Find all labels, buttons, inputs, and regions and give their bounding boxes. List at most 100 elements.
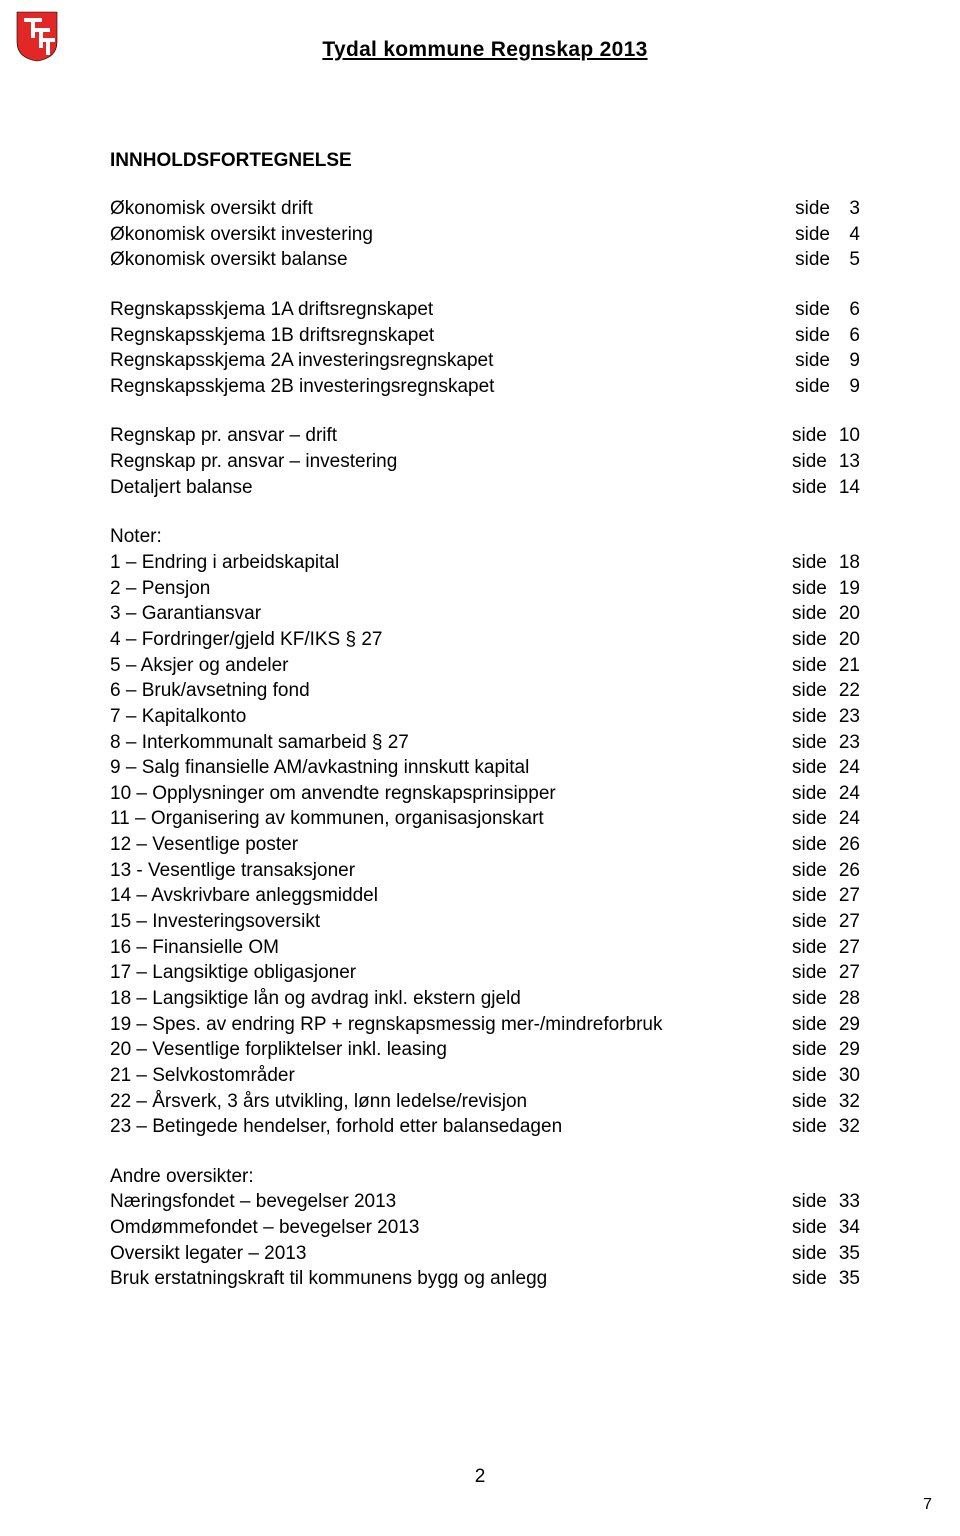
toc-row: 5 – Aksjer og andelerside21 [110,653,860,679]
toc-page-number: 35 [827,1266,860,1292]
toc-label: Økonomisk oversikt balanse [110,247,775,273]
toc-row: 10 – Opplysninger om anvendte regnskapsp… [110,781,860,807]
toc-row: 14 – Avskrivbare anleggsmiddelside27 [110,883,860,909]
toc-page-number: 6 [830,297,860,323]
toc-page-number: 26 [827,858,860,884]
toc-block: Økonomisk oversikt driftside3Økonomisk o… [110,196,860,273]
toc-side-word: side [792,1243,827,1264]
toc-side-word: side [792,1039,827,1060]
toc-side-wrap: side6 [775,323,860,349]
toc-side-word: side [792,783,827,804]
toc-side-word: side [792,732,827,753]
toc-row: 19 – Spes. av endring RP + regnskapsmess… [110,1012,860,1038]
toc-side-wrap: side29 [772,1012,860,1038]
toc-side-word: side [792,1091,827,1112]
toc-row: 13 - Vesentlige transaksjoner side26 [110,858,860,884]
toc-side-word: side [792,477,827,498]
toc-side-wrap: side5 [775,247,860,273]
toc-label: Økonomisk oversikt drift [110,196,775,222]
toc-row: 21 – Selvkostområder side30 [110,1063,860,1089]
toc-label: Næringsfondet – bevegelser 2013 [110,1189,772,1215]
toc-label: Regnskap pr. ansvar – investering [110,449,772,475]
toc-side-word: side [792,860,827,881]
toc-row: 6 – Bruk/avsetning fondside22 [110,678,860,704]
toc-label: 13 - Vesentlige transaksjoner [110,858,772,884]
toc-side-wrap: side4 [775,222,860,248]
toc-page-number: 29 [827,1037,860,1063]
toc-label: Regnskapsskjema 1B driftsregnskapet [110,323,775,349]
toc-label: 1 – Endring i arbeidskapital [110,550,772,576]
toc-side-word: side [792,911,827,932]
toc-group-heading: Andre oversikter: [110,1164,860,1190]
toc-side-word: side [795,376,830,397]
toc-side-wrap: side29 [772,1037,860,1063]
toc-side-wrap: side9 [775,374,860,400]
toc-row: Regnskap pr. ansvar – investering side13 [110,449,860,475]
toc-side-word: side [792,885,827,906]
toc-side-wrap: side6 [775,297,860,323]
toc-label: 18 – Langsiktige lån og avdrag inkl. eks… [110,986,772,1012]
toc-page-number: 30 [827,1063,860,1089]
toc-label: 21 – Selvkostområder [110,1063,772,1089]
toc-side-word: side [792,1065,827,1086]
toc-row: 7 – Kapitalkontoside23 [110,704,860,730]
toc-row: Bruk erstatningskraft til kommunens bygg… [110,1266,860,1292]
toc-row: Økonomisk oversikt investeringside4 [110,222,860,248]
toc-label: 5 – Aksjer og andeler [110,653,772,679]
toc-side-word: side [792,451,827,472]
toc-label: 8 – Interkommunalt samarbeid § 27 [110,730,772,756]
toc-row: Regnskapsskjema 1B driftsregnskapetside6 [110,323,860,349]
toc-label: 20 – Vesentlige forpliktelser inkl. leas… [110,1037,772,1063]
toc-row: 22 – Årsverk, 3 års utvikling, lønn lede… [110,1089,860,1115]
toc-label: Regnskapsskjema 1A driftsregnskapet [110,297,775,323]
toc-side-wrap: side19 [772,576,860,602]
toc-side-wrap: side28 [772,986,860,1012]
toc-label: 23 – Betingede hendelser, forhold etter … [110,1114,772,1140]
toc-label: 11 – Organisering av kommunen, organisas… [110,806,772,832]
toc-page-number: 35 [827,1241,860,1267]
toc-block: Andre oversikter:Næringsfondet – bevegel… [110,1164,860,1292]
toc-side-word: side [792,1116,827,1137]
toc-side-word: side [795,224,830,245]
toc-page-number: 9 [830,348,860,374]
toc-side-wrap: side27 [772,960,860,986]
toc-row: 12 – Vesentlige posterside26 [110,832,860,858]
toc-page-number: 6 [830,323,860,349]
header-title: Tydal kommune Regnskap 2013 [110,38,860,62]
toc-side-wrap: side18 [772,550,860,576]
toc-row: 8 – Interkommunalt samarbeid § 27side23 [110,730,860,756]
toc-side-wrap: side22 [772,678,860,704]
toc-side-word: side [792,655,827,676]
page-header: Tydal kommune Regnskap 2013 [110,38,860,98]
toc-page-number: 14 [827,475,860,501]
toc-row: Oversikt legater – 2013 side35 [110,1241,860,1267]
toc-label: 4 – Fordringer/gjeld KF/IKS § 27 [110,627,772,653]
toc-row: Økonomisk oversikt driftside3 [110,196,860,222]
toc-page-number: 23 [827,704,860,730]
toc-label: 3 – Garantiansvar [110,601,772,627]
toc-label: 6 – Bruk/avsetning fond [110,678,772,704]
toc-label: Omdømmefondet – bevegelser 2013 [110,1215,772,1241]
toc-page-number: 13 [827,449,860,475]
toc-side-word: side [792,988,827,1009]
toc-side-word: side [795,198,830,219]
toc-side-wrap: side20 [772,627,860,653]
toc-label: Regnskapsskjema 2B investeringsregnskape… [110,374,775,400]
toc-page-number: 5 [830,247,860,273]
page-container: Tydal kommune Regnskap 2013 INNHOLDSFORT… [0,0,960,1356]
toc-side-wrap: side34 [772,1215,860,1241]
toc-side-wrap: side33 [772,1189,860,1215]
toc-page-number: 27 [827,935,860,961]
footer-page-number: 2 [0,1466,960,1488]
toc-page-number: 10 [827,423,860,449]
toc-row: 9 – Salg finansielle AM/avkastning innsk… [110,755,860,781]
toc-page-number: 27 [827,909,860,935]
toc-page-number: 19 [827,576,860,602]
toc-page-number: 29 [827,1012,860,1038]
toc-label: Regnskapsskjema 2A investeringsregnskape… [110,348,775,374]
toc-page-number: 20 [827,627,860,653]
toc-page-number: 24 [827,781,860,807]
toc-side-word: side [792,629,827,650]
toc-side-word: side [792,680,827,701]
toc-label: Oversikt legater – 2013 [110,1241,772,1267]
